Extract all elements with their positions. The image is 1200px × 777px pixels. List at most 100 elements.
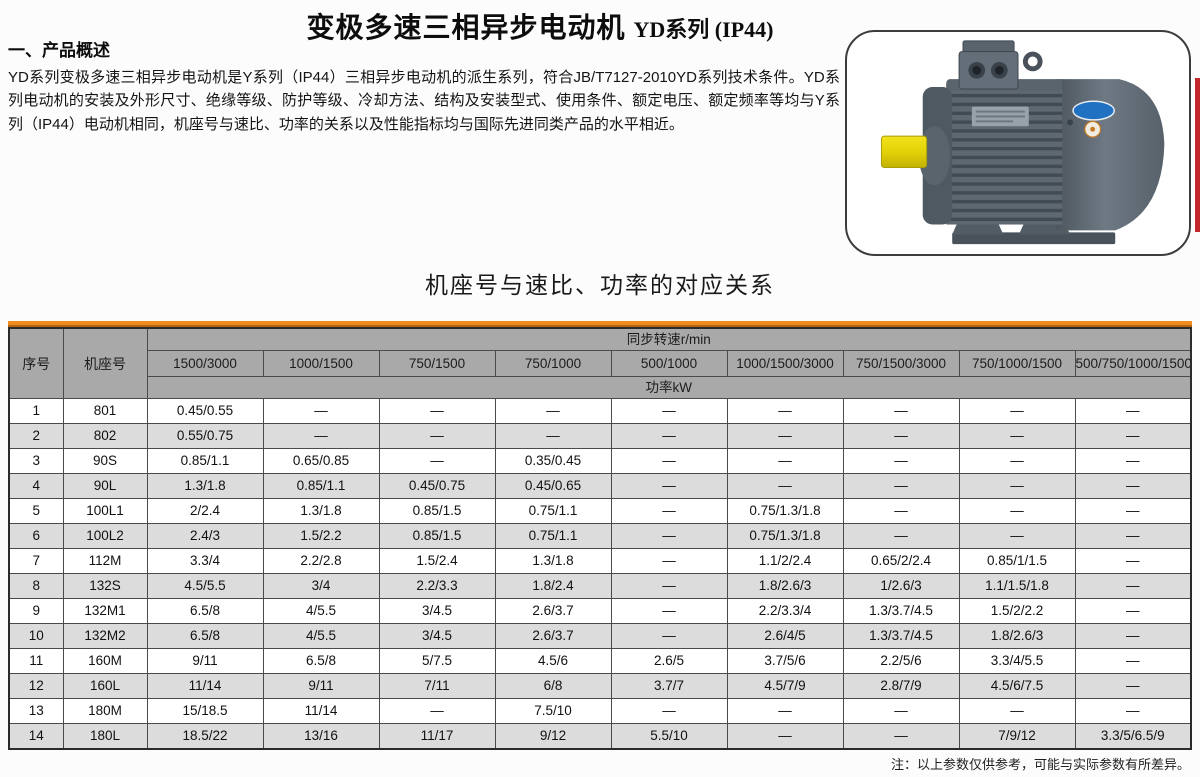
spec-table-header: 序号 机座号 同步转速r/min 1500/3000 1000/1500 750/1…	[8, 327, 1192, 399]
power-value-cell: 18.5/22	[146, 723, 264, 750]
power-value-cell: —	[610, 623, 728, 649]
power-value-cell: 1.1/2/2.4	[726, 548, 844, 574]
power-value-cell: —	[494, 398, 612, 424]
power-value-cell: —	[842, 448, 960, 474]
power-value-cell: 7/11	[378, 673, 496, 699]
power-value-cell: 4.5/7/9	[726, 673, 844, 699]
table-row: 1 801 0.45/0.55— — — — — — — —	[8, 398, 1192, 424]
product-overview-section: 一、产品概述 YD系列变极多速三相异步电动机是Y系列（IP44）三相异步电动机的…	[8, 36, 840, 136]
power-value-cell: 3.3/4	[146, 548, 264, 574]
power-value-cell: 6.5/8	[146, 598, 264, 624]
power-value-cell: 2.2/3.3	[378, 573, 496, 599]
power-value-cell: 5.5/10	[610, 723, 728, 750]
power-value-cell: 2.6/5	[610, 648, 728, 674]
table-row: 11 160M 9/11 6.5/8 5/7.5 4.5/6 2.6/5 3.7/5/6 2.2…	[8, 648, 1192, 674]
seq-cell: 8	[8, 573, 64, 599]
speed-ratio-header: 750/1000	[494, 350, 612, 377]
power-value-cell: 1.8/2.6/3	[726, 573, 844, 599]
spec-table-section: 序号 机座号 同步转速r/min 1500/3000 1000/1500 750/1…	[8, 321, 1192, 750]
seq-column-header: 序号	[8, 327, 64, 399]
power-value-cell: —	[1074, 423, 1192, 449]
power-value-cell: 2.8/7/9	[842, 673, 960, 699]
frame-size-cell: 132S	[62, 573, 148, 599]
power-value-cell: —	[610, 448, 728, 474]
power-value-cell: 0.75/1.1	[494, 498, 612, 524]
power-value-cell: 1.3/3.7/4.5	[842, 623, 960, 649]
table-row: 4 90L 1.3/1.8 0.85/1.1 0.45/0.75 0.45/0.65— — —…	[8, 473, 1192, 499]
spec-table: 序号 机座号 同步转速r/min 1500/3000 1000/1500 750/1…	[8, 327, 1192, 750]
power-value-cell: —	[1074, 673, 1192, 699]
frame-size-cell: 160L	[62, 673, 148, 699]
seq-cell: 12	[8, 673, 64, 699]
speed-ratio-header: 500/1000	[610, 350, 728, 377]
power-value-cell: —	[1074, 523, 1192, 549]
table-row: 12 160L 11/14 9/11 7/11 6/8 3.7/7 4.5/7/9 2.8/7/…	[8, 673, 1192, 699]
frame-size-cell: 90L	[62, 473, 148, 499]
motor-photo-icon	[880, 40, 1165, 245]
power-value-cell: —	[726, 423, 844, 449]
power-value-cell: —	[610, 698, 728, 724]
power-value-cell: 13/16	[262, 723, 380, 750]
power-value-cell: 0.85/1/1.5	[958, 548, 1076, 574]
speed-ratio-header: 500/750/1000/1500	[1074, 350, 1192, 377]
power-value-cell: 2.6/3.7	[494, 623, 612, 649]
power-value-cell: —	[842, 398, 960, 424]
table-row: 3 90S 0.85/1.1 0.65/0.85—0.35/0.45— — — — —	[8, 448, 1192, 474]
seq-cell: 6	[8, 523, 64, 549]
power-value-cell: 0.85/1.1	[262, 473, 380, 499]
frame-size-cell: 132M2	[62, 623, 148, 649]
power-value-cell: —	[842, 423, 960, 449]
power-value-cell: —	[842, 498, 960, 524]
power-value-cell: —	[1074, 398, 1192, 424]
power-value-cell: 1.5/2.2	[262, 523, 380, 549]
power-value-cell: 4.5/6	[494, 648, 612, 674]
frame-size-cell: 160M	[62, 648, 148, 674]
power-value-cell: 0.85/1.5	[378, 498, 496, 524]
power-value-cell: —	[262, 423, 380, 449]
power-value-cell: 3/4.5	[378, 623, 496, 649]
table-row: 10 132M2 6.5/8 4/5.5 3/4.5 2.6/3.7—2.6/4/5 1.3…	[8, 623, 1192, 649]
speed-ratio-header: 1000/1500	[262, 350, 380, 377]
power-value-cell: —	[1074, 623, 1192, 649]
power-value-cell: 1.1/1.5/1.8	[958, 573, 1076, 599]
power-value-cell: —	[1074, 648, 1192, 674]
frame-size-cell: 132M1	[62, 598, 148, 624]
power-value-cell: 4/5.5	[262, 598, 380, 624]
table-row: 14 180L 18.5/22 13/16 11/17 9/12 5.5/10— —7/9/1…	[8, 723, 1192, 750]
frame-size-cell: 100L1	[62, 498, 148, 524]
power-value-cell: —	[726, 398, 844, 424]
power-value-cell: —	[958, 698, 1076, 724]
power-value-cell: 6/8	[494, 673, 612, 699]
power-value-cell: 1.3/3.7/4.5	[842, 598, 960, 624]
seq-cell: 7	[8, 548, 64, 574]
power-value-cell: 0.85/1.5	[378, 523, 496, 549]
seq-cell: 4	[8, 473, 64, 499]
table-row: 8 132S 4.5/5.5 3/4 2.2/3.3 1.8/2.4—1.8/2.6/3 1…	[8, 573, 1192, 599]
power-value-cell: 0.65/0.85	[262, 448, 380, 474]
table-row: 6 100L2 2.4/3 1.5/2.2 0.85/1.5 0.75/1.1—0.75/…	[8, 523, 1192, 549]
power-value-cell: 0.45/0.65	[494, 473, 612, 499]
seq-cell: 10	[8, 623, 64, 649]
power-value-cell: 3/4	[262, 573, 380, 599]
spec-table-body: 1 801 0.45/0.55— — — — — — — —2 802 0.55/0.75— — — — — —…	[8, 398, 1192, 750]
power-value-cell: —	[378, 423, 496, 449]
power-value-cell: 2.6/3.7	[494, 598, 612, 624]
frame-size-cell: 801	[62, 398, 148, 424]
seq-cell: 11	[8, 648, 64, 674]
power-value-cell: 0.85/1.1	[146, 448, 264, 474]
power-value-cell: 0.45/0.75	[378, 473, 496, 499]
seq-cell: 1	[8, 398, 64, 424]
power-value-cell: —	[958, 448, 1076, 474]
page-title-series: YD系列 (IP44)	[633, 17, 774, 42]
page-title-main: 变极多速三相异步电动机	[306, 12, 626, 43]
power-value-cell: —	[610, 573, 728, 599]
footnote: 注：以上参数仅供参考，可能与实际参数有所差异。	[890, 757, 1190, 772]
power-value-cell: —	[610, 498, 728, 524]
power-value-cell: —	[262, 398, 380, 424]
frame-size-cell: 100L2	[62, 523, 148, 549]
speed-group-header: 同步转速r/min	[146, 327, 1192, 351]
power-value-cell: —	[958, 498, 1076, 524]
power-value-cell: 1.5/2/2.2	[958, 598, 1076, 624]
power-value-cell: —	[1074, 698, 1192, 724]
